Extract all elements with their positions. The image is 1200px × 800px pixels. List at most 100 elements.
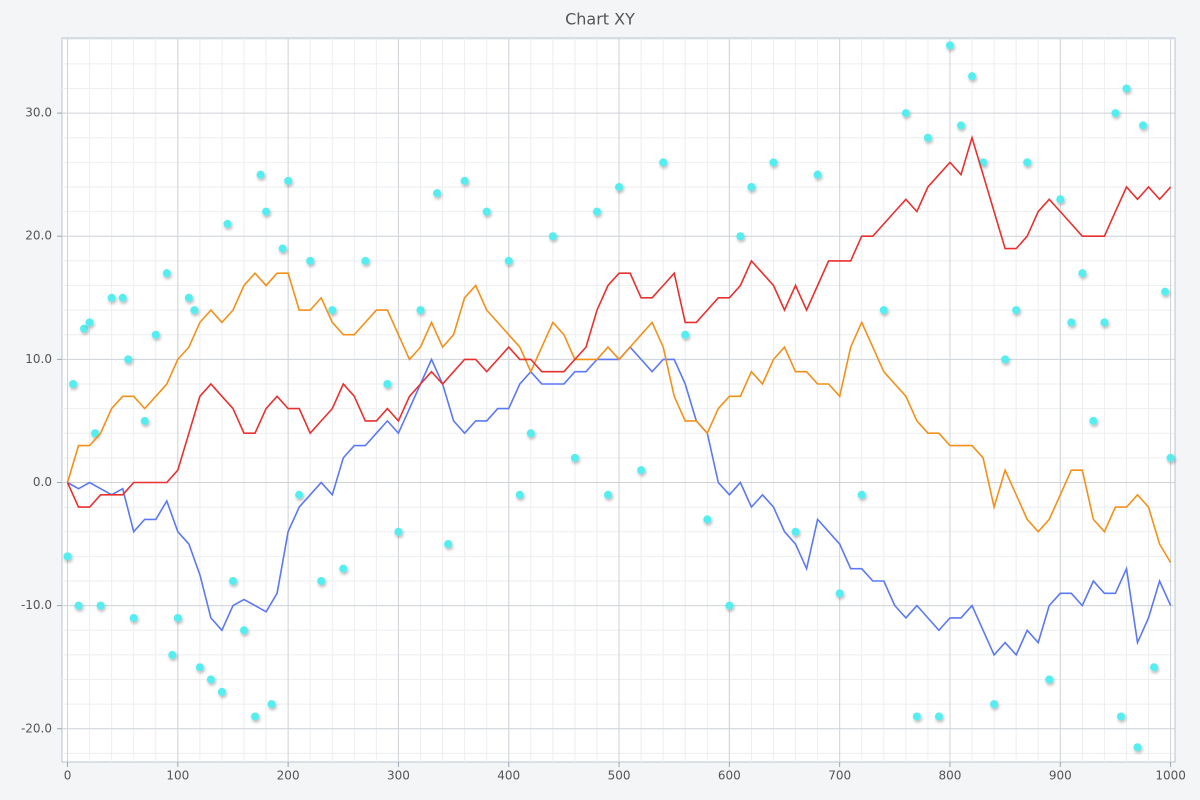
scatter-point xyxy=(383,379,392,388)
scatter-point xyxy=(168,650,177,659)
scatter-point xyxy=(107,293,116,302)
scatter-point xyxy=(63,552,72,561)
scatter-point xyxy=(1023,158,1032,167)
scatter-point xyxy=(990,700,999,709)
scatter-point xyxy=(251,712,260,721)
scatter-point xyxy=(460,176,469,185)
scatter-point xyxy=(74,601,83,610)
scatter-point xyxy=(1056,195,1065,204)
scatter-point xyxy=(791,527,800,536)
scatter-point xyxy=(295,490,304,499)
scatter-point xyxy=(1100,318,1109,327)
x-tick-label: 300 xyxy=(387,769,410,783)
scatter-point xyxy=(217,687,226,696)
scatter-point xyxy=(482,207,491,216)
x-tick-label: 700 xyxy=(828,769,851,783)
y-tick-label: 10.0 xyxy=(25,352,52,366)
scatter-point xyxy=(1116,712,1125,721)
scatter-point xyxy=(1045,675,1054,684)
scatter-point xyxy=(184,293,193,302)
scatter-point xyxy=(118,293,127,302)
scatter-point xyxy=(912,712,921,721)
scatter-point xyxy=(604,490,613,499)
scatter-point xyxy=(923,133,932,142)
scatter-point xyxy=(747,182,756,191)
scatter-point xyxy=(1078,269,1087,278)
scatter-point xyxy=(526,429,535,438)
scatter-point xyxy=(394,527,403,536)
line-series xyxy=(66,272,1172,563)
scatter-point xyxy=(1166,453,1175,462)
scatter-point xyxy=(736,232,745,241)
scatter-point xyxy=(361,256,370,265)
x-tick-label: 500 xyxy=(608,769,631,783)
y-tick-label: -20.0 xyxy=(21,721,52,735)
scatter-point xyxy=(124,355,133,364)
x-tick-label: 0 xyxy=(64,769,72,783)
scatter-point xyxy=(1122,84,1131,93)
scatter-point xyxy=(151,330,160,339)
scatter-point xyxy=(1111,109,1120,118)
scatter-point xyxy=(1089,416,1098,425)
scatter-point xyxy=(637,466,646,475)
scatter-point xyxy=(548,232,557,241)
scatter-point xyxy=(416,306,425,315)
scatter-point xyxy=(659,158,668,167)
scatter-point xyxy=(957,121,966,130)
scatter-point xyxy=(504,256,513,265)
scatter-point xyxy=(945,41,954,50)
scatter-point xyxy=(879,306,888,315)
plot-area xyxy=(61,37,1176,763)
scatter-point xyxy=(1012,306,1021,315)
scatter-point xyxy=(328,306,337,315)
scatter-point xyxy=(262,207,271,216)
y-tick-label: -10.0 xyxy=(21,598,52,612)
scatter-point xyxy=(228,577,237,585)
scatter-point xyxy=(278,244,287,253)
scatter-point xyxy=(968,72,977,81)
x-tick-label: 800 xyxy=(939,769,962,783)
scatter-point xyxy=(725,601,734,610)
scatter-point xyxy=(615,182,624,191)
scatter-point xyxy=(129,613,138,622)
x-tick-label: 200 xyxy=(277,769,300,783)
scatter-point xyxy=(80,324,89,333)
scatter-point xyxy=(813,170,822,179)
scatter-point xyxy=(570,453,579,462)
scatter-point xyxy=(317,577,326,585)
scatter-point xyxy=(901,109,910,118)
scatter-point xyxy=(306,256,315,265)
scatter-point xyxy=(703,515,712,524)
x-tick-label: 600 xyxy=(718,769,741,783)
scatter-point xyxy=(223,219,232,228)
y-tick-label: 0.0 xyxy=(33,475,52,489)
x-tick-label: 900 xyxy=(1049,769,1072,783)
scatter-point xyxy=(339,564,348,573)
scatter-point xyxy=(979,158,988,167)
scatter-point xyxy=(206,675,215,684)
x-tick-label: 400 xyxy=(497,769,520,783)
scatter-point xyxy=(1001,355,1010,364)
scatter-point xyxy=(1067,318,1076,327)
scatter-point xyxy=(835,589,844,598)
scatter-point xyxy=(284,176,293,185)
scatter-point xyxy=(256,170,265,179)
scatter-point xyxy=(592,207,601,216)
scatter-point xyxy=(162,269,171,278)
y-tick-label: 30.0 xyxy=(25,106,52,120)
scatter-point xyxy=(433,189,442,198)
scatter-point xyxy=(96,601,105,610)
y-tick-label: 20.0 xyxy=(25,229,52,243)
scatter-point xyxy=(190,306,199,315)
scatter-point xyxy=(173,613,182,622)
scatter-point xyxy=(444,540,453,549)
scatter-point xyxy=(769,158,778,167)
x-tick-label: 1000 xyxy=(1155,769,1186,783)
scatter-point xyxy=(240,626,249,635)
scatter-point xyxy=(681,330,690,339)
line-series xyxy=(66,134,1172,508)
scatter-point xyxy=(857,490,866,499)
scatter-point xyxy=(69,379,78,388)
